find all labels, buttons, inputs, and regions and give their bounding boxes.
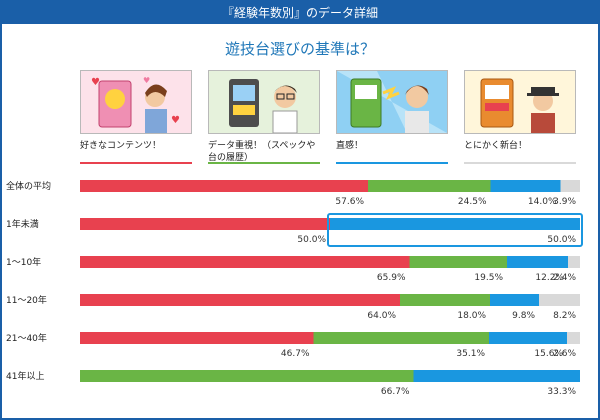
bar-segment — [507, 256, 568, 268]
question-title: 遊技台選びの基準は？ — [224, 40, 375, 58]
value-label: 2.4% — [553, 273, 576, 283]
bar-segment — [560, 180, 580, 192]
illustration-man-machine-flash — [336, 70, 448, 134]
bar-segment — [539, 294, 580, 306]
svg-text:♥: ♥ — [171, 115, 180, 126]
option-card-data: データ重視！（スペックや台の履歴） — [208, 70, 320, 164]
bar-segment — [80, 294, 400, 306]
option-label: データ重視！（スペックや台の履歴） — [208, 141, 316, 163]
bar-segment — [490, 180, 561, 192]
bar-segment — [489, 332, 567, 344]
option-underline — [80, 162, 192, 164]
value-label: 66.7% — [381, 387, 410, 397]
bar-segment — [368, 180, 491, 192]
bar-segment — [567, 332, 580, 344]
illustration-glasses-man-machine — [208, 70, 320, 134]
value-label: 8.2% — [553, 311, 576, 321]
bar-segment — [409, 256, 507, 268]
bar-segment — [413, 370, 580, 382]
highlight-box — [327, 213, 583, 247]
illustration-man-hat-machine — [464, 70, 576, 134]
value-label: 65.9% — [377, 273, 406, 283]
bar-segment — [313, 332, 489, 344]
value-label: 57.6% — [335, 197, 364, 207]
svg-text:♥: ♥ — [91, 77, 100, 88]
option-underline — [464, 162, 576, 164]
value-label: 50.0% — [297, 235, 326, 245]
category-label: 41年以上 — [6, 370, 44, 382]
value-label: 64.0% — [367, 311, 396, 321]
bar-segment — [568, 256, 580, 268]
bar-segment — [80, 256, 410, 268]
option-card-intuition: 直感！ — [336, 70, 448, 164]
value-label: 50.0% — [547, 235, 576, 245]
header-title: 『経験年数別』のデータ詳細 — [2, 2, 598, 24]
illustration-girl-machine-hearts: ♥ ♥ ♥ — [80, 70, 192, 134]
value-label: 35.1% — [456, 349, 485, 359]
option-label: 好きなコンテンツ！ — [80, 141, 162, 151]
category-label: 1〜10年 — [6, 256, 41, 268]
option-underline — [208, 162, 320, 164]
bar-segment — [80, 180, 368, 192]
bar-segment — [80, 218, 330, 230]
category-label: 全体の平均 — [6, 180, 51, 192]
value-label: 24.5% — [458, 197, 487, 207]
bar-segment — [330, 218, 580, 230]
option-underline — [336, 162, 448, 164]
category-label: 21〜40年 — [6, 332, 47, 344]
option-label: 直感！ — [336, 141, 364, 151]
svg-text:♥: ♥ — [143, 76, 150, 85]
value-label: 18.0% — [457, 311, 486, 321]
bar-segment — [80, 370, 414, 382]
value-label: 14.0% — [528, 197, 557, 207]
bar-segment — [400, 294, 490, 306]
value-label: 33.3% — [547, 387, 576, 397]
value-label: 19.5% — [474, 273, 503, 283]
value-label: 3.9% — [553, 197, 576, 207]
value-label: 15.6% — [534, 349, 563, 359]
category-label: 11〜20年 — [6, 294, 47, 306]
bar-segment — [490, 294, 539, 306]
option-card-new-machine: とにかく新台！ — [464, 70, 576, 164]
option-card-content: ♥ ♥ ♥ 好きなコンテンツ！ — [80, 70, 192, 164]
value-label: 12.2% — [535, 273, 564, 283]
value-label: 9.8% — [512, 311, 535, 321]
value-label: 46.7% — [281, 349, 310, 359]
value-label: 2.6% — [553, 349, 576, 359]
option-label: とにかく新台！ — [464, 141, 528, 151]
category-label: 1年未満 — [6, 218, 39, 230]
bar-segment — [80, 332, 314, 344]
